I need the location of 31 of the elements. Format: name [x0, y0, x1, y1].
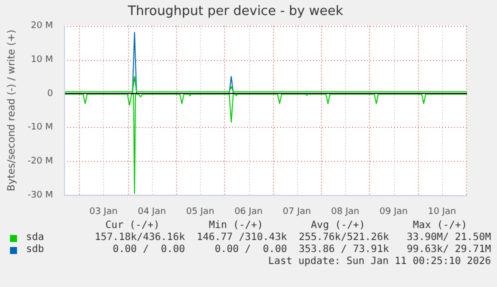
- text: Min (-/+): [208, 220, 264, 232]
- text: 146.77 /310.43k: [196, 232, 287, 244]
- text: Last update: Sun Jan 11 00:25:10 2026: [267, 256, 491, 268]
- x-tick-label: 04 Jan: [138, 206, 166, 217]
- y-tick-label: -20 M: [28, 156, 53, 167]
- text: Cur (-/+): [104, 220, 161, 232]
- x-tick-label: 10 Jan: [428, 206, 456, 217]
- text: 353.86 / 73.91k: [298, 244, 389, 256]
- y-tick-label: 20 M: [30, 20, 53, 31]
- chart-title: Throughput per device - by week: [126, 4, 344, 20]
- text: 0.00 / 0.00: [214, 244, 287, 256]
- x-tick-label: 06 Jan: [234, 206, 263, 217]
- text: Max (-/+): [412, 220, 468, 232]
- y-tick-label: 10 M: [30, 54, 53, 65]
- x-tick-label: 09 Jan: [380, 206, 408, 217]
- y-tick-label: 0: [47, 88, 54, 99]
- text: 157.18k/436.16k: [94, 232, 185, 244]
- legend-label: sdb: [26, 244, 44, 256]
- text: 255.76k/521.26k: [298, 232, 389, 244]
- x-tick-label: 08 Jan: [331, 206, 360, 217]
- text: 33.90M/ 21.50M: [406, 232, 491, 244]
- x-tick-label: 05 Jan: [186, 206, 214, 217]
- x-tick-label: 03 Jan: [89, 206, 118, 217]
- text: 0.00 / 0.00: [112, 244, 185, 256]
- y-tick-label: -30 M: [28, 190, 53, 201]
- text: Avg (-/+): [310, 220, 366, 232]
- y-axis-title: Bytes/second read (-) / write (+): [6, 30, 18, 192]
- x-tick-label: 07 Jan: [282, 206, 311, 217]
- legend-label: sda: [26, 232, 44, 244]
- text: 99.63k/ 29.71M: [406, 244, 491, 256]
- y-tick-label: -10 M: [28, 122, 53, 133]
